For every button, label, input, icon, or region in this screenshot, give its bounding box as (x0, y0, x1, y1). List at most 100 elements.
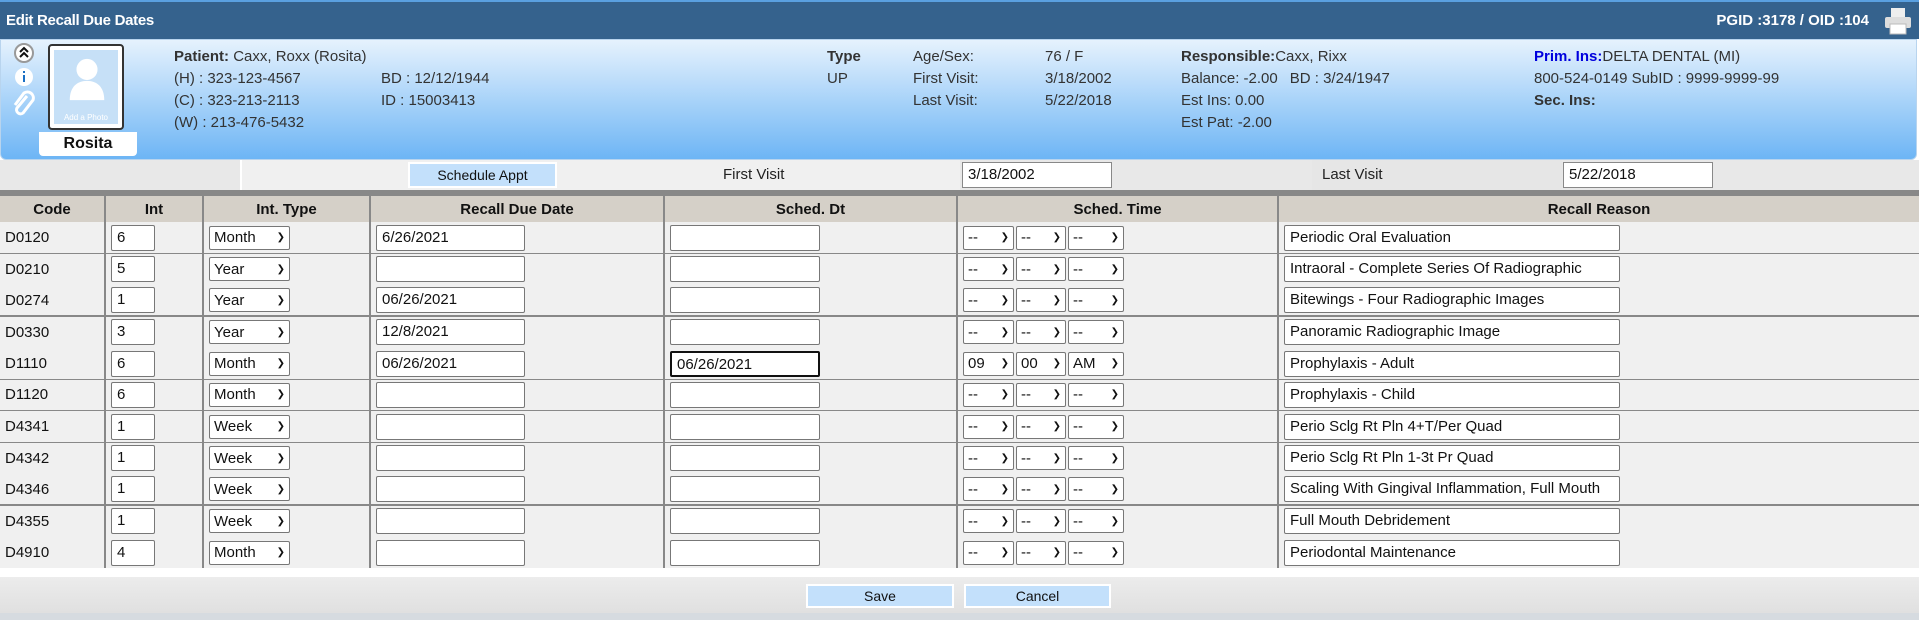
int-input[interactable]: 3 (111, 319, 155, 345)
int-type-select[interactable]: Month ❯ (209, 225, 290, 250)
recall-due-date-input[interactable] (376, 413, 525, 440)
hour-select[interactable]: 09 ❯ (963, 351, 1014, 376)
hour-select[interactable]: -- ❯ (963, 225, 1014, 250)
ampm-select[interactable]: -- ❯ (1068, 477, 1124, 501)
hour-select[interactable]: -- ❯ (963, 477, 1014, 501)
recall-due-date-input[interactable] (376, 508, 525, 534)
int-type-select[interactable]: Week ❯ (209, 509, 290, 533)
int-type-select[interactable]: Year ❯ (209, 288, 290, 312)
sched-date-input[interactable] (670, 508, 820, 534)
sched-date-input[interactable] (670, 319, 820, 345)
hour-select[interactable]: -- ❯ (963, 382, 1014, 407)
save-button[interactable]: Save (806, 584, 954, 608)
schedule-appt-button[interactable]: Schedule Appt (408, 162, 557, 188)
last-visit-field[interactable]: 5/22/2018 (1563, 162, 1713, 188)
first-visit-field[interactable]: 3/18/2002 (962, 162, 1112, 188)
collapse-icon[interactable] (13, 42, 35, 64)
recall-reason-input[interactable]: Bitewings - Four Radiographic Images (1284, 287, 1620, 313)
recall-reason-input[interactable]: Perio Sclg Rt Pln 1-3t Pr Quad (1284, 445, 1620, 471)
hour-select[interactable]: -- ❯ (963, 540, 1014, 565)
ampm-select[interactable]: AM ❯ (1068, 351, 1124, 376)
sched-date-input[interactable] (670, 539, 820, 566)
ampm-select[interactable]: -- ❯ (1068, 446, 1124, 470)
recall-reason-input[interactable]: Prophylaxis - Child (1284, 381, 1620, 408)
minute-select[interactable]: -- ❯ (1016, 288, 1066, 312)
int-input[interactable]: 1 (111, 476, 155, 502)
recall-due-date-input[interactable] (376, 476, 525, 502)
recall-reason-input[interactable]: Prophylaxis - Adult (1284, 350, 1620, 377)
sched-date-input[interactable] (670, 413, 820, 440)
hour-select[interactable]: -- ❯ (963, 288, 1014, 312)
minute-select[interactable]: -- ❯ (1016, 225, 1066, 250)
sched-date-input[interactable] (670, 476, 820, 502)
int-input[interactable]: 1 (111, 413, 155, 440)
sched-date-input[interactable]: 06/26/2021 (670, 350, 820, 377)
minute-select[interactable]: -- ❯ (1016, 257, 1066, 281)
ampm-select[interactable]: -- ❯ (1068, 225, 1124, 250)
ampm-select[interactable]: -- ❯ (1068, 509, 1124, 533)
recall-reason-input[interactable]: Panoramic Radiographic Image (1284, 319, 1620, 345)
int-type-select[interactable]: Week ❯ (209, 446, 290, 470)
recall-reason-input[interactable]: Scaling With Gingival Inflammation, Full… (1284, 476, 1620, 502)
recall-reason-input[interactable]: Full Mouth Debridement (1284, 508, 1620, 534)
recall-due-date-input[interactable]: 06/26/2021 (376, 350, 525, 377)
minute-select[interactable]: -- ❯ (1016, 509, 1066, 533)
recall-reason-input[interactable]: Periodontal Maintenance (1284, 539, 1620, 566)
ampm-select[interactable]: -- ❯ (1068, 414, 1124, 439)
int-type-select-value: Month (214, 229, 256, 246)
minute-select[interactable]: -- ❯ (1016, 477, 1066, 501)
recall-due-date-input[interactable]: 12/8/2021 (376, 319, 525, 345)
int-type-select[interactable]: Month ❯ (209, 540, 290, 565)
sched-date-input[interactable] (670, 445, 820, 471)
sched-date-input[interactable] (670, 381, 820, 408)
birth-date: BD : 12/12/1944 (381, 70, 490, 87)
sched-date-input[interactable] (670, 256, 820, 282)
ampm-select[interactable]: -- ❯ (1068, 257, 1124, 281)
ampm-select[interactable]: -- ❯ (1068, 288, 1124, 312)
minute-select[interactable]: 00 ❯ (1016, 351, 1066, 376)
int-type-select[interactable]: Year ❯ (209, 320, 290, 344)
recall-reason-input[interactable]: Perio Sclg Rt Pln 4+T/Per Quad (1284, 413, 1620, 440)
minute-select[interactable]: -- ❯ (1016, 320, 1066, 344)
minute-select[interactable]: -- ❯ (1016, 382, 1066, 407)
add-photo-button[interactable]: Add a Photo (48, 44, 124, 130)
int-type-select[interactable]: Year ❯ (209, 257, 290, 281)
ampm-select[interactable]: -- ❯ (1068, 540, 1124, 565)
recall-due-date-input[interactable] (376, 381, 525, 408)
ampm-select[interactable]: -- ❯ (1068, 320, 1124, 344)
int-input[interactable]: 6 (111, 381, 155, 408)
recall-reason-input[interactable]: Intraoral - Complete Series Of Radiograp… (1284, 256, 1620, 282)
int-type-select[interactable]: Month ❯ (209, 382, 290, 407)
ampm-select[interactable]: -- ❯ (1068, 382, 1124, 407)
hour-select[interactable]: -- ❯ (963, 320, 1014, 344)
recall-reason-input[interactable]: Periodic Oral Evaluation (1284, 224, 1620, 251)
int-input[interactable]: 6 (111, 350, 155, 377)
int-type-select[interactable]: Week ❯ (209, 414, 290, 439)
printer-icon[interactable] (1883, 7, 1913, 35)
hour-select[interactable]: -- ❯ (963, 414, 1014, 439)
int-input[interactable]: 6 (111, 224, 155, 251)
int-type-select[interactable]: Week ❯ (209, 477, 290, 501)
int-input[interactable]: 4 (111, 539, 155, 566)
minute-select[interactable]: -- ❯ (1016, 414, 1066, 439)
recall-due-date-input[interactable] (376, 256, 525, 282)
hour-select[interactable]: -- ❯ (963, 257, 1014, 281)
recall-due-date-input[interactable]: 6/26/2021 (376, 224, 525, 251)
sched-date-input[interactable] (670, 287, 820, 313)
attachment-icon[interactable] (11, 90, 35, 118)
int-type-select[interactable]: Month ❯ (209, 351, 290, 376)
int-input[interactable]: 1 (111, 445, 155, 471)
info-icon[interactable] (13, 66, 35, 88)
recall-due-date-input[interactable]: 06/26/2021 (376, 287, 525, 313)
int-input[interactable]: 1 (111, 287, 155, 313)
hour-select[interactable]: -- ❯ (963, 446, 1014, 470)
recall-due-date-input[interactable] (376, 539, 525, 566)
minute-select[interactable]: -- ❯ (1016, 446, 1066, 470)
int-input[interactable]: 1 (111, 508, 155, 534)
hour-select[interactable]: -- ❯ (963, 509, 1014, 533)
int-input[interactable]: 5 (111, 256, 155, 282)
cancel-button[interactable]: Cancel (964, 584, 1111, 608)
recall-due-date-input[interactable] (376, 445, 525, 471)
minute-select[interactable]: -- ❯ (1016, 540, 1066, 565)
sched-date-input[interactable] (670, 224, 820, 251)
